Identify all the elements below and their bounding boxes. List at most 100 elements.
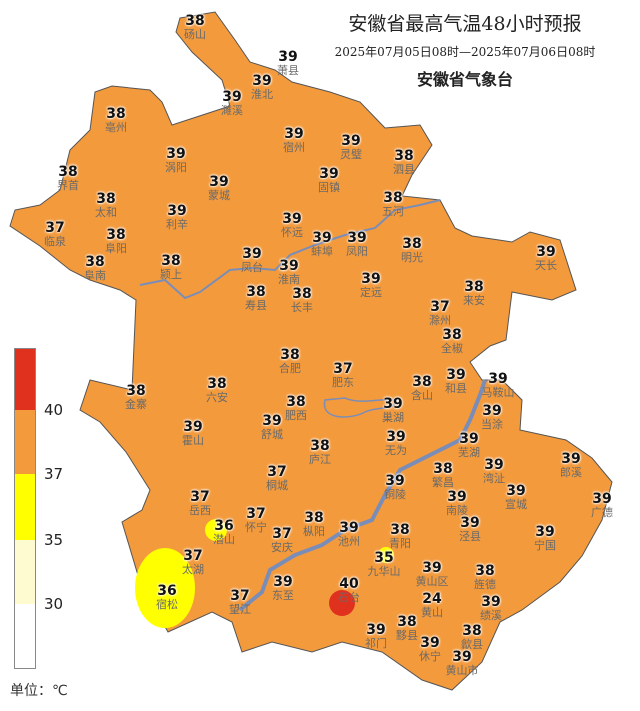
station-temperature: 39 <box>284 126 304 142</box>
station-label: 39 泾县 <box>459 516 481 542</box>
station-temperature: 39 <box>459 431 479 447</box>
station-label: 39 芜湖 <box>458 432 480 458</box>
station-temperature: 39 <box>166 146 186 162</box>
station-label: 38 合肥 <box>279 348 301 374</box>
station-temperature: 39 <box>481 594 501 610</box>
station-label: 39 湾沚 <box>483 458 505 484</box>
station-temperature: 38 <box>96 191 116 207</box>
station-label: 39 黄山区 <box>416 561 449 587</box>
station-name: 舒城 <box>261 428 283 441</box>
station-temperature: 39 <box>488 371 508 387</box>
station-name: 肥西 <box>285 409 307 422</box>
station-label: 39 定远 <box>360 272 382 298</box>
station-name: 安庆 <box>271 541 293 554</box>
station-name: 东至 <box>272 589 294 602</box>
station-name: 和县 <box>445 382 467 395</box>
station-label: 39 灵璧 <box>340 134 362 160</box>
station-temperature: 39 <box>420 635 440 651</box>
station-name: 宿松 <box>156 598 178 611</box>
station-temperature: 38 <box>383 190 403 206</box>
station-temperature: 38 <box>390 522 410 538</box>
station-temperature: 36 <box>214 518 234 534</box>
station-temperature: 39 <box>484 457 504 473</box>
station-temperature: 39 <box>536 244 556 260</box>
station-temperature: 39 <box>361 271 381 287</box>
station-label: 39 铜陵 <box>384 474 406 500</box>
station-name: 铜陵 <box>384 488 406 501</box>
station-name: 来安 <box>463 294 485 307</box>
legend-swatch-35-37 <box>14 474 36 540</box>
station-temperature: 38 <box>58 164 78 180</box>
station-temperature: 39 <box>506 483 526 499</box>
station-temperature: 39 <box>222 89 242 105</box>
station-label: 38 旌德 <box>474 564 496 590</box>
legend-label: 30 <box>44 595 64 613</box>
zone-above-40-shitai <box>329 590 355 616</box>
station-label: 37 肥东 <box>332 362 354 388</box>
lake-chaohu <box>323 397 396 418</box>
station-temperature: 39 <box>592 491 612 507</box>
station-label: 39 休宁 <box>419 636 441 662</box>
station-temperature: 39 <box>422 560 442 576</box>
station-label: 38 太和 <box>95 192 117 218</box>
station-temperature: 39 <box>561 451 581 467</box>
station-name: 池州 <box>338 535 360 548</box>
station-temperature: 39 <box>460 515 480 531</box>
station-label: 38 明光 <box>401 237 423 263</box>
station-label: 39 淮南 <box>278 259 300 285</box>
station-label: 24 黄山 <box>421 592 443 618</box>
station-name: 含山 <box>411 389 433 402</box>
station-label: 40 石台 <box>338 577 360 603</box>
station-name: 肥东 <box>332 376 354 389</box>
station-name: 阜南 <box>84 269 106 282</box>
station-label: 38 长丰 <box>291 287 313 313</box>
station-label: 38 歙县 <box>461 624 483 650</box>
station-name: 怀宁 <box>245 521 267 534</box>
station-temperature: 39 <box>447 489 467 505</box>
station-name: 宣城 <box>505 498 527 511</box>
station-name: 濉溪 <box>221 104 243 117</box>
station-name: 繁昌 <box>432 476 454 489</box>
station-temperature: 38 <box>161 253 181 269</box>
station-name: 庐江 <box>309 453 331 466</box>
station-label: 37 滁州 <box>429 300 451 326</box>
station-name: 郎溪 <box>560 466 582 479</box>
legend-label: 35 <box>44 531 64 549</box>
station-label: 39 宿州 <box>283 127 305 153</box>
station-name: 潜山 <box>213 533 235 546</box>
station-temperature: 38 <box>475 563 495 579</box>
station-temperature: 37 <box>272 526 292 542</box>
station-temperature: 38 <box>464 279 484 295</box>
station-name: 颍上 <box>160 268 182 281</box>
station-name: 祁门 <box>365 637 387 650</box>
station-temperature: 38 <box>394 148 414 164</box>
station-label: 38 金寨 <box>125 384 147 410</box>
station-name: 全椒 <box>441 342 463 355</box>
station-name: 宿州 <box>283 141 305 154</box>
station-temperature: 38 <box>126 383 146 399</box>
river-yangtze <box>238 379 487 612</box>
station-temperature: 38 <box>433 461 453 477</box>
station-temperature: 39 <box>535 524 555 540</box>
station-temperature: 38 <box>106 227 126 243</box>
legend-swatch-above-40 <box>14 348 36 411</box>
station-name: 金寨 <box>125 398 147 411</box>
station-label: 39 东至 <box>272 575 294 601</box>
station-temperature: 37 <box>430 299 450 315</box>
station-name: 淮北 <box>251 88 273 101</box>
zone-35-37-qianshan <box>205 519 227 541</box>
station-name: 天长 <box>535 259 557 272</box>
station-name: 泾县 <box>459 530 481 543</box>
station-label: 37 太湖 <box>182 549 204 575</box>
station-name: 南陵 <box>446 504 468 517</box>
station-temperature: 38 <box>280 347 300 363</box>
station-name: 湾沚 <box>483 472 505 485</box>
station-name: 蚌埠 <box>311 245 333 258</box>
station-temperature: 39 <box>366 622 386 638</box>
station-temperature: 24 <box>422 591 442 607</box>
station-label: 39 利辛 <box>166 204 188 230</box>
station-temperature: 38 <box>246 284 266 300</box>
legend-swatch-37-40 <box>14 410 36 474</box>
map-title: 安徽省最高气温48小时预报 <box>348 13 582 35</box>
station-name: 宁国 <box>534 539 556 552</box>
